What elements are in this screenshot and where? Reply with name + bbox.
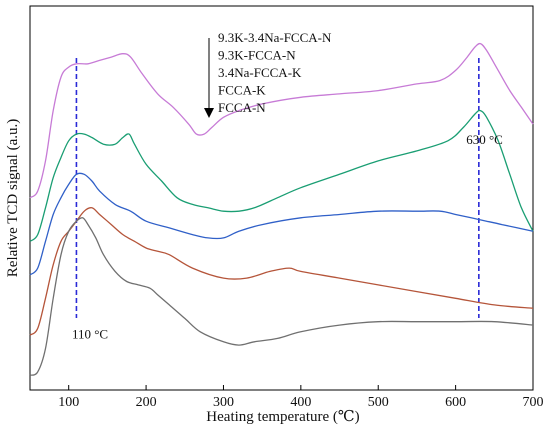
series-line-4 — [29, 217, 534, 376]
x-tick-label: 700 — [523, 395, 544, 410]
legend-arrow-head — [204, 108, 214, 118]
x-tick-label: 200 — [136, 395, 157, 410]
legend-entry: 3.4Na-FCCA-K — [218, 65, 302, 80]
legend-entry: FCCA-K — [218, 83, 266, 98]
x-tick-label: 300 — [213, 395, 234, 410]
series-line-3 — [29, 207, 534, 336]
x-tick-label: 600 — [445, 395, 466, 410]
annotation-label: 630 °C — [466, 132, 503, 147]
x-tick-label: 400 — [290, 395, 311, 410]
legend-entry: 9.3K-FCCA-N — [218, 48, 296, 63]
x-tick-label: 100 — [58, 395, 79, 410]
series-line-0 — [29, 42, 534, 199]
y-axis-label: Relative TCD signal (a.u.) — [5, 119, 21, 277]
legend: 9.3K-3.4Na-FCCA-N 9.3K-FCCA-N 3.4Na-FCCA-K… — [204, 30, 332, 118]
x-axis-label: Heating temperature (℃) — [206, 409, 359, 425]
series-line-1 — [29, 109, 534, 242]
legend-entry: FCCA-N — [218, 100, 266, 115]
x-tick-label: 500 — [368, 395, 389, 410]
reference-lines — [75, 58, 480, 318]
legend-entry: 9.3K-3.4Na-FCCA-N — [218, 30, 332, 45]
annotation-label: 110 °C — [72, 326, 108, 341]
plot-frame — [29, 5, 534, 391]
x-axis-ticks: 100 200 300 400 500 600 700 — [58, 385, 544, 410]
annotations: 110 °C 630 °C — [72, 132, 503, 341]
series-group — [29, 42, 534, 376]
series-line-2 — [29, 172, 534, 276]
